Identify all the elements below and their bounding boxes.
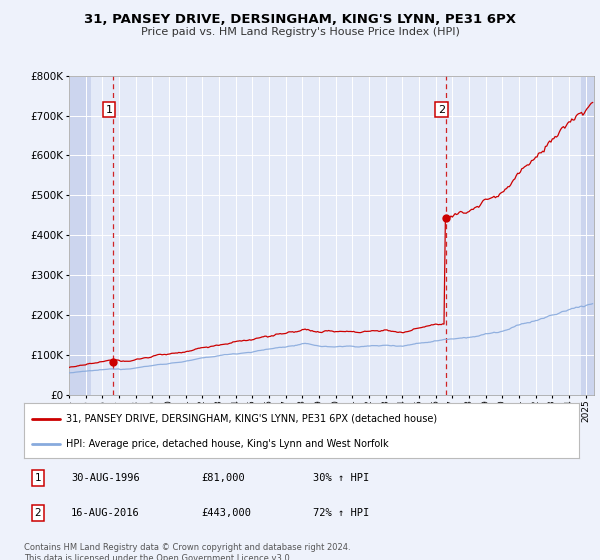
Text: 2: 2: [35, 508, 41, 518]
Bar: [69, 76, 89, 395]
Text: 30% ↑ HPI: 30% ↑ HPI: [313, 473, 369, 483]
Text: 1: 1: [106, 105, 113, 114]
Text: 1: 1: [35, 473, 41, 483]
Text: 2: 2: [438, 105, 445, 114]
Text: 30-AUG-1996: 30-AUG-1996: [71, 473, 140, 483]
Text: HPI: Average price, detached house, King's Lynn and West Norfolk: HPI: Average price, detached house, King…: [65, 440, 388, 449]
Text: £81,000: £81,000: [202, 473, 245, 483]
Text: Price paid vs. HM Land Registry's House Price Index (HPI): Price paid vs. HM Land Registry's House …: [140, 27, 460, 38]
Text: £443,000: £443,000: [202, 508, 251, 518]
Text: Contains HM Land Registry data © Crown copyright and database right 2024.
This d: Contains HM Land Registry data © Crown c…: [24, 543, 350, 560]
Text: 16-AUG-2016: 16-AUG-2016: [71, 508, 140, 518]
Text: 31, PANSEY DRIVE, DERSINGHAM, KING'S LYNN, PE31 6PX: 31, PANSEY DRIVE, DERSINGHAM, KING'S LYN…: [84, 13, 516, 26]
Bar: [581, 76, 600, 395]
Text: 72% ↑ HPI: 72% ↑ HPI: [313, 508, 369, 518]
Text: 31, PANSEY DRIVE, DERSINGHAM, KING'S LYNN, PE31 6PX (detached house): 31, PANSEY DRIVE, DERSINGHAM, KING'S LYN…: [65, 414, 437, 423]
Bar: [69, 76, 91, 395]
